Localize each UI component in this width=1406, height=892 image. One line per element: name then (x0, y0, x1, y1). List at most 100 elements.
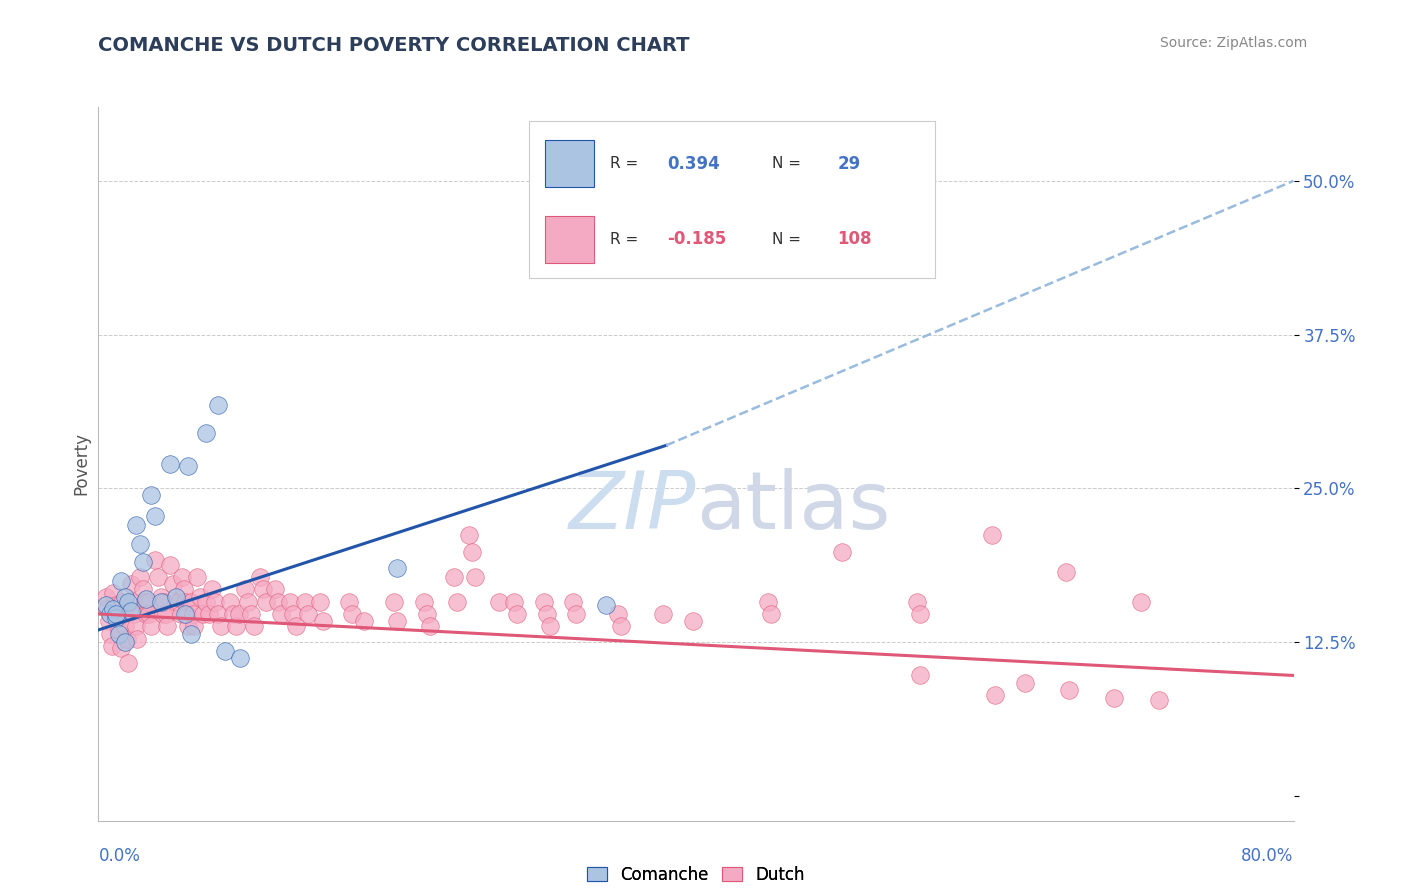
Point (150, 594, 173, 608)
Point (134, 594, 156, 608)
Point (1014, 676, 1036, 690)
Point (207, 398, 229, 412)
Point (536, 607, 558, 621)
Point (831, 545, 853, 559)
Point (236, 594, 259, 608)
Point (281, 607, 304, 621)
Point (129, 570, 152, 584)
Point (165, 590, 187, 604)
Point (254, 594, 277, 608)
Point (191, 607, 214, 621)
Point (96, 602, 118, 616)
Point (980, 528, 1002, 542)
Point (267, 594, 290, 608)
Point (148, 570, 170, 584)
Point (105, 610, 128, 624)
Point (243, 619, 266, 633)
Point (110, 574, 132, 588)
Point (180, 594, 202, 608)
Point (353, 615, 375, 629)
Point (908, 668, 931, 682)
Point (249, 570, 271, 584)
Point (114, 635, 136, 649)
Point (136, 594, 159, 608)
Y-axis label: Poverty: Poverty (72, 433, 90, 495)
Point (565, 607, 588, 621)
Point (98, 607, 122, 621)
Point (162, 577, 184, 591)
Point (263, 582, 285, 597)
Point (252, 582, 274, 597)
Point (1054, 565, 1078, 579)
Point (105, 607, 128, 621)
Point (167, 594, 190, 608)
Point (139, 487, 162, 501)
Point (98, 626, 122, 640)
Text: Source: ZipAtlas.com: Source: ZipAtlas.com (1160, 36, 1308, 50)
Point (278, 594, 301, 608)
Point (759, 607, 782, 621)
Text: COMANCHE VS DUTCH POVERTY CORRELATION CHART: COMANCHE VS DUTCH POVERTY CORRELATION CH… (98, 36, 690, 54)
Point (105, 599, 128, 613)
Point (173, 582, 195, 597)
Point (143, 508, 166, 523)
Point (114, 590, 136, 604)
Point (127, 632, 149, 646)
Point (169, 607, 191, 621)
Point (107, 610, 129, 624)
Point (204, 594, 226, 608)
Point (111, 594, 134, 608)
Point (135, 592, 157, 607)
Point (502, 594, 524, 608)
Point (108, 626, 131, 640)
Point (209, 619, 232, 633)
Point (652, 607, 675, 621)
Point (229, 651, 252, 665)
Point (610, 619, 633, 633)
Point (595, 599, 617, 613)
Text: 0.0%: 0.0% (98, 847, 141, 865)
Point (120, 605, 142, 619)
Point (174, 594, 197, 608)
Point (682, 615, 704, 629)
Point (129, 537, 152, 551)
Point (115, 632, 138, 646)
Point (756, 594, 779, 608)
Point (413, 594, 436, 608)
Point (97, 615, 120, 629)
Point (214, 644, 236, 658)
Point (159, 558, 181, 572)
Point (506, 607, 529, 621)
Point (150, 590, 173, 604)
Point (159, 457, 181, 471)
Point (297, 607, 319, 621)
Point (1147, 693, 1170, 707)
Point (201, 582, 224, 597)
Point (138, 607, 160, 621)
Point (114, 619, 136, 633)
Point (165, 594, 187, 608)
Point (228, 607, 250, 621)
Point (135, 607, 157, 621)
Point (112, 607, 135, 621)
Point (270, 607, 292, 621)
Point (446, 594, 468, 608)
Point (121, 594, 143, 608)
Point (342, 607, 364, 621)
Point (1104, 690, 1126, 705)
Point (177, 619, 200, 633)
Point (382, 594, 405, 608)
Point (103, 602, 125, 616)
Point (233, 582, 256, 597)
Point (181, 607, 204, 621)
Point (176, 607, 198, 621)
Point (186, 570, 208, 584)
Text: 80.0%: 80.0% (1241, 847, 1294, 865)
Point (419, 619, 441, 633)
Point (125, 619, 148, 633)
Legend: Comanche, Dutch: Comanche, Dutch (588, 865, 804, 884)
Point (730, 180, 752, 194)
Point (284, 619, 307, 633)
Point (183, 619, 205, 633)
Point (219, 594, 242, 608)
